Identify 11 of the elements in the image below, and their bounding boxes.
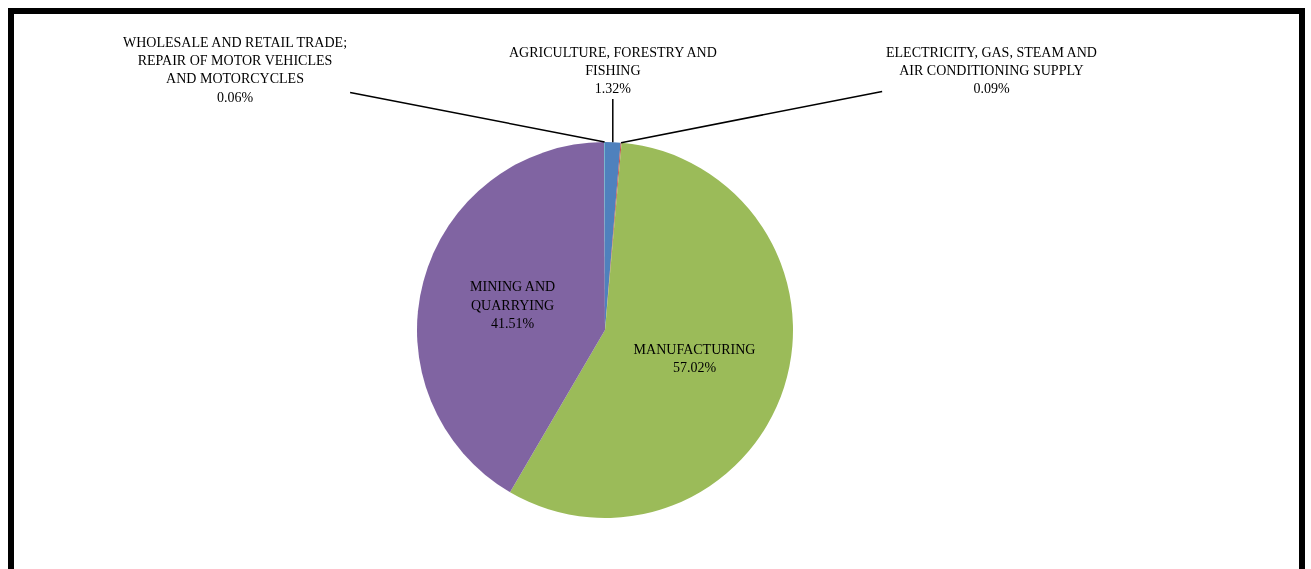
slice-label: MANUFACTURING xyxy=(633,342,756,357)
data-label: 0.09% xyxy=(973,81,1010,97)
data-label: 57.02% xyxy=(672,360,717,376)
slice-label: ELECTRICITY, GAS, STEAM AND AIR CONDITIONING SUPPLY xyxy=(886,45,1097,79)
slice-label: WHOLESALE AND RETAIL TRADE; REPAIR OF MOTOR VEHICLES AND MOTORCYCLES xyxy=(123,35,348,87)
data-label: 0.06% xyxy=(216,89,254,105)
data-label: 41.51% xyxy=(491,315,535,331)
pie-slice xyxy=(417,142,605,493)
data-label: 1.32% xyxy=(594,81,632,97)
slice-label: AGRICULTURE, FORESTRY AND FISHING xyxy=(509,45,717,79)
slice-label: MINING AND QUARRYING xyxy=(470,279,556,313)
